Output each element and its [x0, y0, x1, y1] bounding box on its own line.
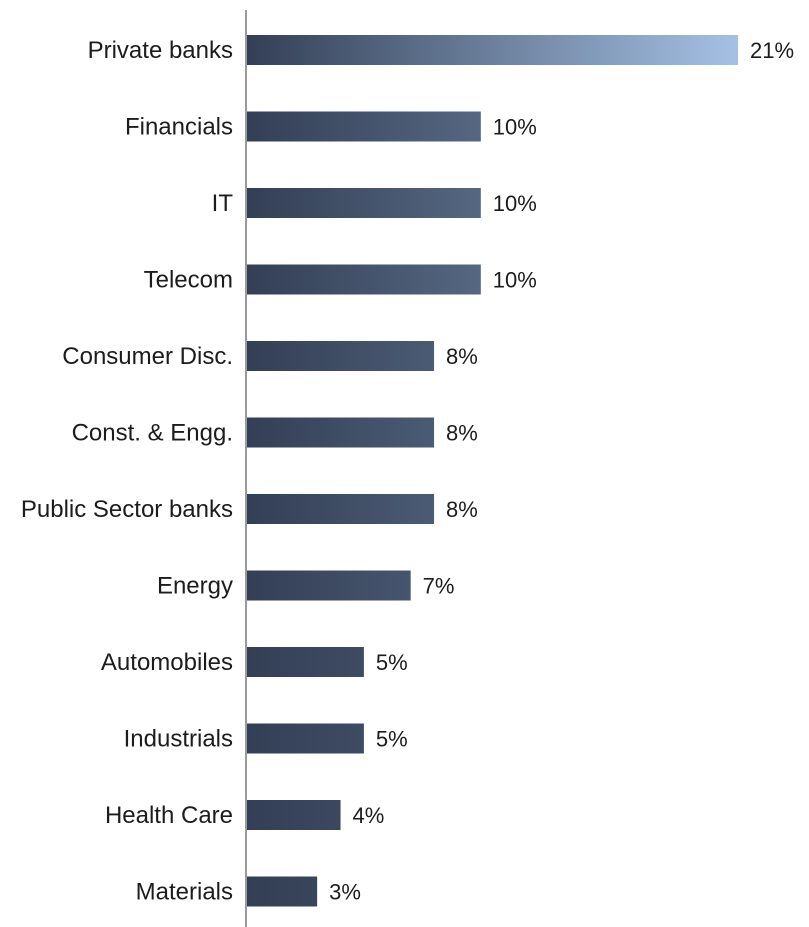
value-label: 5% — [376, 650, 408, 675]
value-label: 4% — [353, 803, 385, 828]
bar-energy — [247, 570, 411, 601]
category-label: Industrials — [124, 726, 233, 753]
value-label: 8% — [446, 344, 478, 369]
bar-financials — [247, 111, 481, 142]
bar-materials — [247, 876, 318, 907]
bar-it — [247, 188, 481, 218]
bar-telecom — [247, 264, 481, 295]
category-label: Telecom — [144, 267, 233, 294]
value-labels-layer: 21% 10% 10% 10% 8% 8% 8% 7% 5% 5% 4% 3% — [329, 38, 794, 905]
value-label: 21% — [750, 38, 794, 63]
value-label: 10% — [493, 115, 537, 140]
bar-automobiles — [247, 647, 364, 677]
category-labels-layer: Private banks Financials IT Telecom Consumer… — [21, 37, 233, 906]
category-label: Energy — [157, 573, 233, 600]
category-label: Consumer Disc. — [62, 343, 233, 370]
category-label: Private banks — [88, 37, 233, 64]
category-label: Health Care — [105, 802, 233, 829]
bar-consumer-disc — [247, 341, 435, 371]
value-label: 10% — [493, 191, 537, 216]
value-label: 8% — [446, 497, 478, 522]
value-label: 10% — [493, 268, 537, 293]
value-label: 3% — [329, 880, 361, 905]
category-label: Materials — [136, 879, 233, 906]
category-label: Financials — [125, 114, 233, 141]
bar-industrials — [247, 723, 364, 754]
bar-private-banks — [247, 35, 738, 65]
category-label: Const. & Engg. — [72, 420, 233, 447]
value-label: 5% — [376, 727, 408, 752]
value-label: 7% — [423, 574, 455, 599]
bars-layer — [247, 35, 738, 907]
category-label: Public Sector banks — [21, 496, 233, 523]
bar-public-sector-banks — [247, 494, 435, 524]
category-label: IT — [212, 190, 234, 217]
bar-health-care — [247, 800, 341, 830]
bar-const-engg — [247, 417, 435, 448]
value-label: 8% — [446, 421, 478, 446]
category-label: Automobiles — [101, 649, 233, 676]
